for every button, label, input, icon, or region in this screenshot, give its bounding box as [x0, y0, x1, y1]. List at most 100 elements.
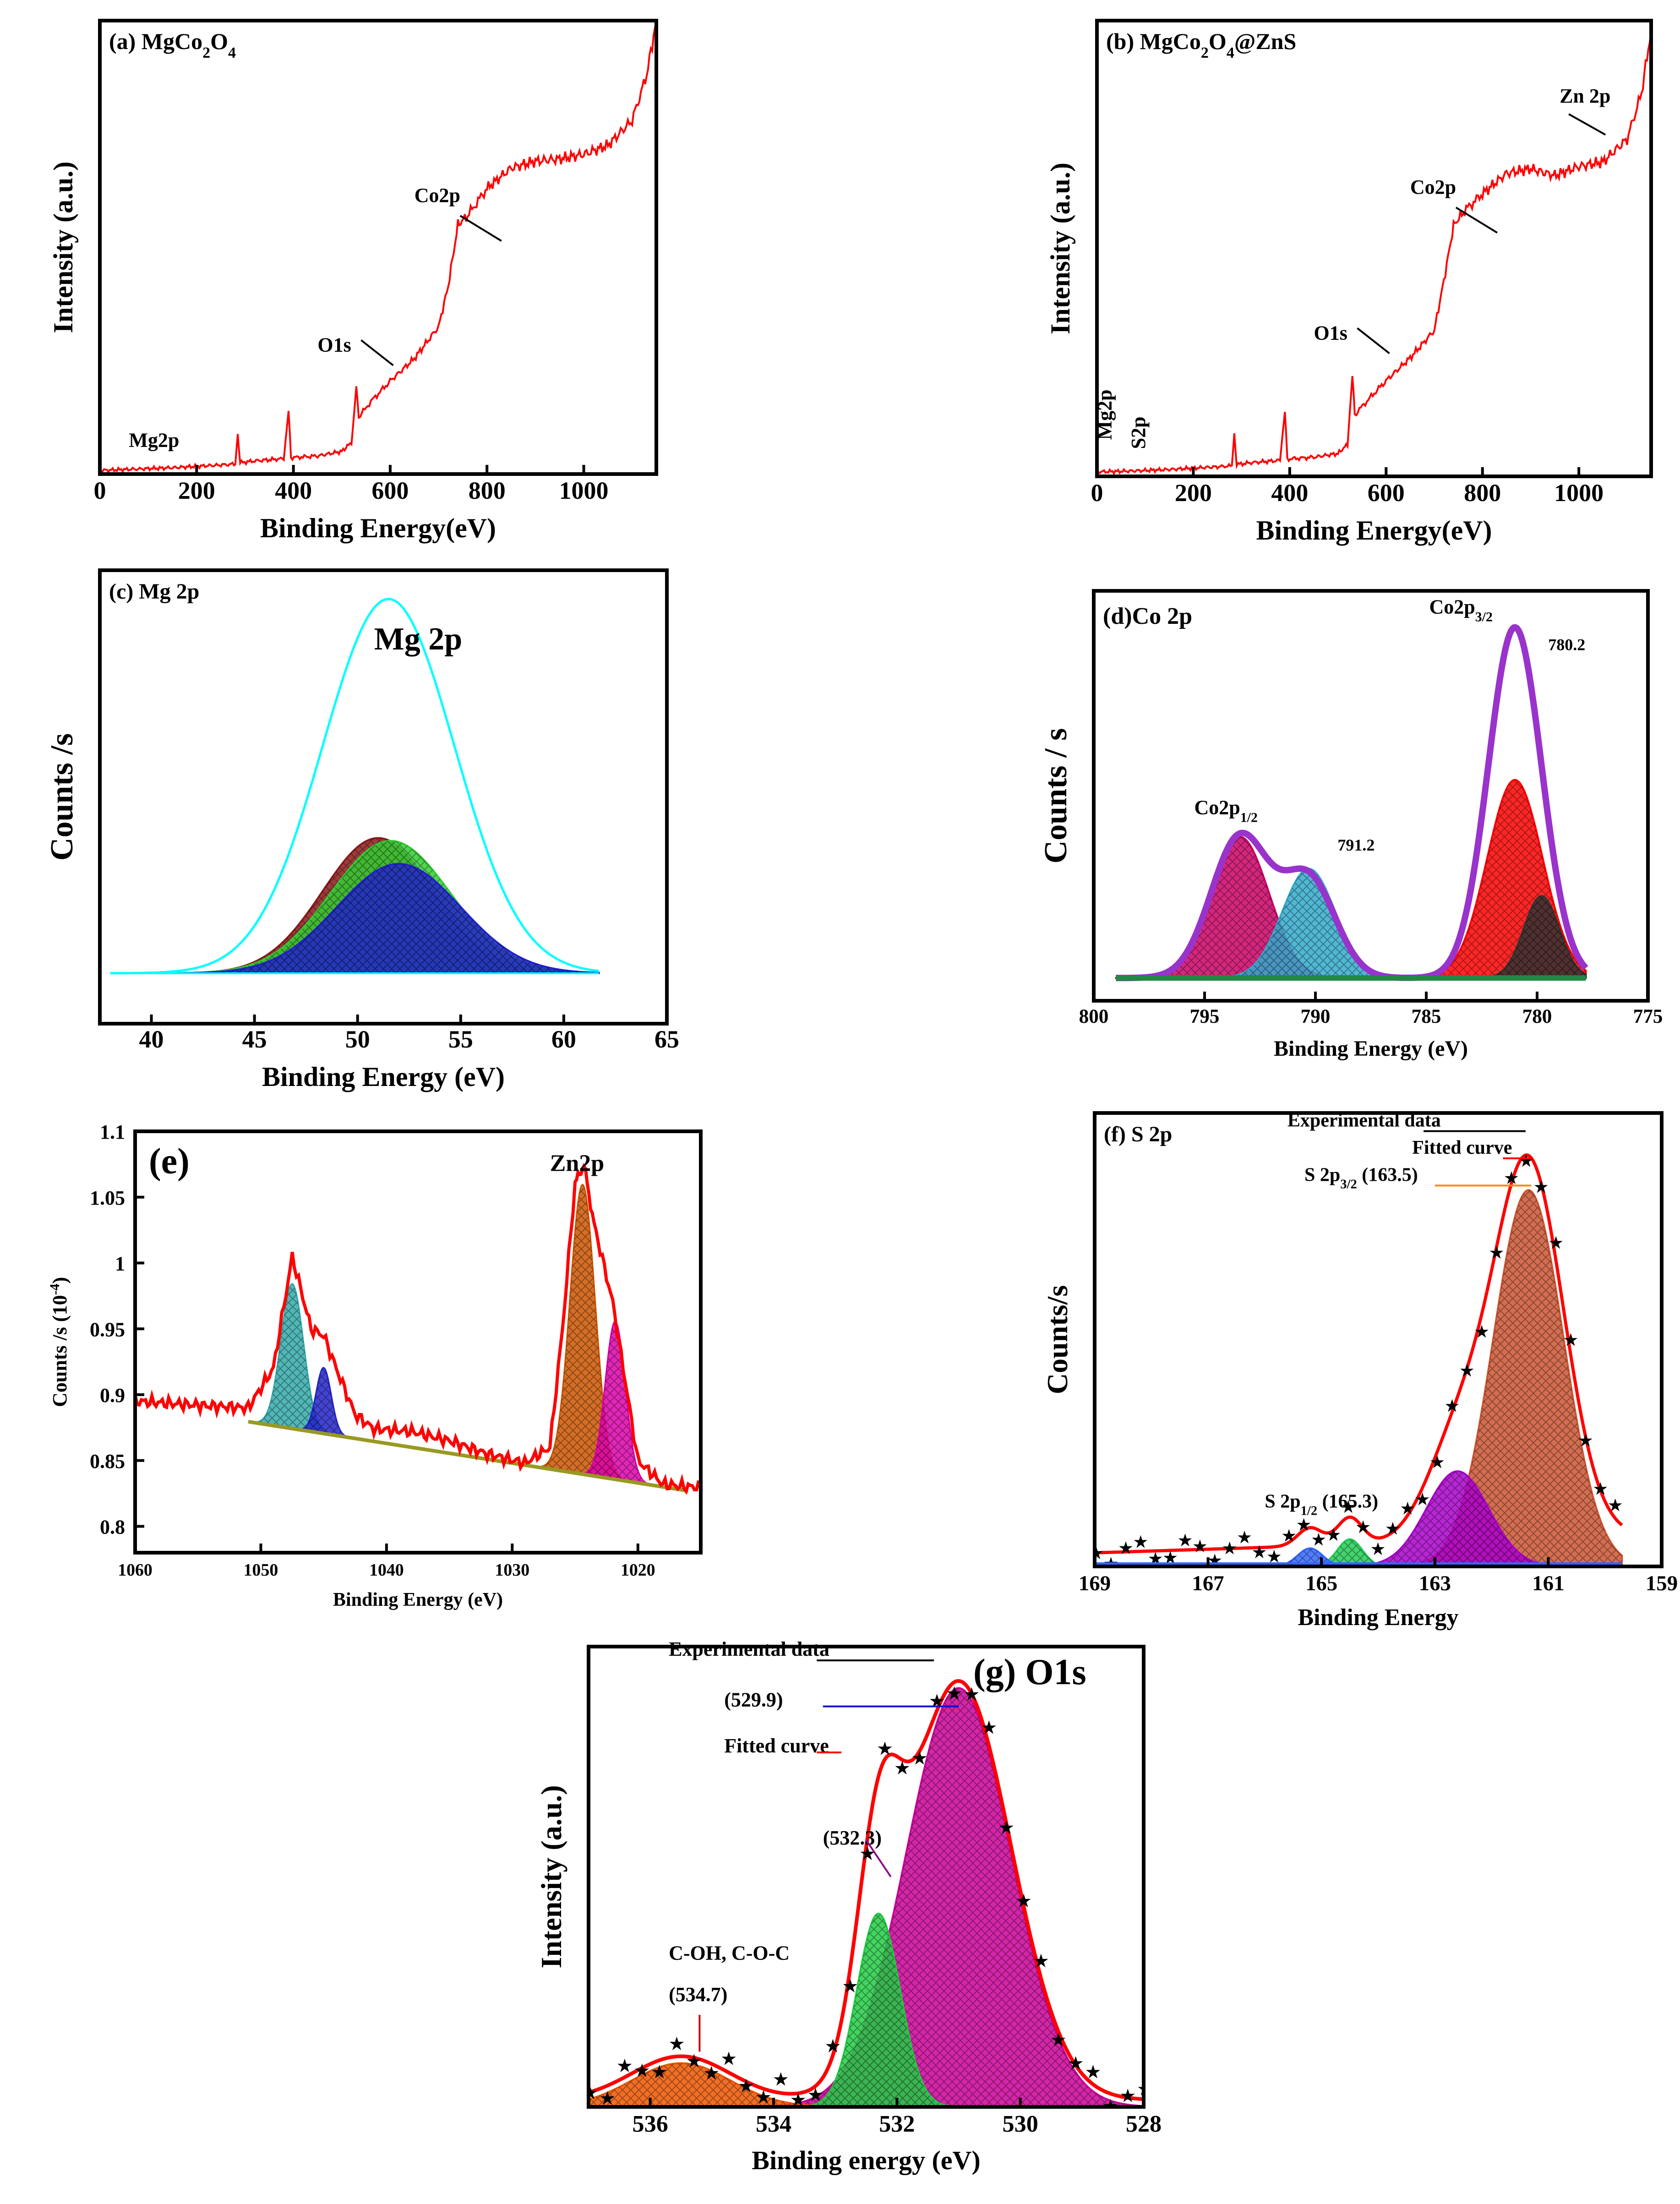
plot-area — [135, 1163, 700, 1495]
experimental-point: ★ — [774, 2070, 788, 2089]
plot-area — [110, 598, 600, 975]
y-tick-label: 1 — [115, 1253, 125, 1275]
experimental-point: ★ — [617, 2057, 632, 2075]
panel-label: (g) O1s — [973, 1652, 1086, 1692]
y-axis-title: Counts/s — [1041, 1285, 1074, 1394]
label-sub: 3/2 — [1340, 1177, 1357, 1191]
panel-label: (e) — [149, 1141, 190, 1182]
x-axis-title: Binding Energy (eV) — [262, 1062, 505, 1092]
plot-area — [1115, 624, 1588, 982]
plot-area: ★ ★★ ★ ★★★★★★★★★ ★★★★★★★★ ★ ★★★★★★★ ★★★ ★ — [583, 1679, 1144, 2109]
label-tail: ) — [49, 1277, 71, 1284]
y-axis-title: Counts /s (10-4) — [47, 1277, 71, 1407]
x-tick-label: 200 — [178, 477, 215, 504]
inner-label: Mg 2p — [374, 622, 463, 657]
peak-annotation-1: 791.2 — [1337, 836, 1375, 854]
label-sub: 3/2 — [1475, 609, 1493, 624]
x-tick-label: 0 — [1091, 479, 1103, 507]
experimental-point: ★ — [1282, 1528, 1296, 1544]
arrow-co2p — [459, 215, 502, 242]
label-tail: (165.3) — [1317, 1491, 1378, 1512]
panel-c: Mg 2p 40 45 50 55 60 65 Binding Energy (eV) Coun… — [44, 568, 679, 1092]
plot-area: ★★★★★★★★★★★★★★★★★★★★★★★★★★★★★★★★★★★★ — [1095, 1153, 1623, 1566]
panel-label: (a) MgCo2O4 — [109, 28, 236, 61]
plot-frame — [1093, 1111, 1664, 1568]
peak-annotation-0: Co2p1/2 — [1194, 796, 1257, 825]
plot-frame — [98, 19, 658, 476]
annotation-3: S 2p1/2 (165.3) — [1265, 1491, 1378, 1518]
y-axis-title: Counts / s — [1038, 728, 1074, 864]
x-tick-label: 40 — [139, 1026, 164, 1053]
experimental-point: ★ — [669, 2035, 684, 2053]
experimental-point: ★ — [1593, 1481, 1607, 1498]
x-tick-label: 795 — [1190, 1006, 1220, 1027]
fitted-curve — [1095, 1153, 1623, 1555]
baseline — [248, 1419, 689, 1493]
experimental-point: ★ — [912, 1749, 927, 1768]
spectrum-line — [135, 1163, 700, 1495]
peak-label-mg2p: Mg2p — [129, 429, 179, 452]
x-axis-title: Binding Energy — [1298, 1604, 1458, 1631]
experimental-point: ★ — [635, 2062, 649, 2080]
experimental-point: ★ — [791, 2091, 806, 2109]
experimental-point: ★ — [1579, 1432, 1593, 1449]
experimental-point: ★ — [1193, 1538, 1207, 1555]
fit-hatch-2 — [538, 1184, 627, 1481]
x-tick-label: 800 — [1464, 479, 1501, 507]
fit-hatch-1 — [297, 1368, 350, 1438]
experimental-point: ★ — [600, 2089, 615, 2108]
peak-label-o1s: O1s — [317, 334, 351, 356]
label-tail: Co 2p — [1132, 603, 1192, 629]
experimental-point: ★ — [583, 2084, 597, 2102]
experimental-point: ★ — [756, 2088, 771, 2106]
label-mid: O — [1209, 28, 1227, 54]
experimental-point: ★ — [1564, 1332, 1577, 1349]
x-tick-label: 600 — [1368, 479, 1405, 507]
survey-spectrum-line — [1097, 29, 1651, 476]
fit-hatch-1 — [1116, 868, 1586, 978]
x-tick-label: 65 — [655, 1026, 679, 1053]
fit-hatch-3 — [580, 1321, 651, 1485]
experimental-point: ★ — [1356, 1519, 1370, 1536]
experimental-point: ★ — [1460, 1363, 1474, 1380]
x-tick-label: 161 — [1532, 1571, 1564, 1595]
label-tail: @ZnS — [1234, 28, 1296, 54]
label-main: (d) — [1103, 603, 1132, 629]
label-main: (a) MgCo — [109, 28, 202, 54]
fit-hatch-2 — [1095, 1539, 1622, 1566]
label-mid: O — [210, 28, 228, 54]
x-tick-label: 45 — [242, 1026, 267, 1053]
peak-annotation-2: Co2p3/2 — [1429, 596, 1492, 625]
experimental-point: ★ — [1519, 1153, 1533, 1170]
y-axis-title: Intensity (a.u.) — [1045, 163, 1075, 334]
x-tick-label: 1040 — [369, 1560, 404, 1580]
experimental-point: ★ — [1430, 1454, 1444, 1471]
experimental-point: ★ — [687, 2052, 701, 2070]
peak-label-co2p: Co2p — [415, 184, 460, 207]
label-main: Fitted curve — [1412, 1137, 1512, 1158]
label-main: S 2p — [1265, 1491, 1300, 1512]
experimental-point: ★ — [1034, 1952, 1048, 1970]
x-tick-label: 600 — [371, 477, 409, 504]
experimental-point: ★ — [825, 2037, 840, 2055]
fitted-curve — [589, 1679, 1144, 2101]
label-main: 791.2 — [1337, 836, 1375, 854]
experimental-point: ★ — [1051, 2031, 1066, 2049]
panel-label: (c) Mg 2p — [109, 579, 199, 604]
plot-frame — [587, 1645, 1145, 2109]
x-tick-label: 780 — [1522, 1006, 1552, 1027]
experimental-point: ★ — [964, 1685, 979, 1703]
x-axis-title: Binding energy (eV) — [752, 2145, 980, 2175]
experimental-point: ★ — [860, 1844, 875, 1863]
experimental-point: ★ — [1119, 1540, 1133, 1557]
annotation-2: S 2p3/2 (163.5) — [1304, 1165, 1418, 1192]
annotation-0: Experimental data — [669, 1638, 829, 1660]
experimental-point: ★ — [1326, 1527, 1340, 1544]
fit-hatch-2 — [589, 2063, 1144, 2107]
panel-e: Zn2p 1060 1050 1040 1030 1020 0.8 0.85 0.9 0.95 1 1… — [47, 1121, 703, 1610]
experimental-point: ★ — [1178, 1532, 1192, 1549]
experimental-point: ★ — [1608, 1497, 1622, 1514]
